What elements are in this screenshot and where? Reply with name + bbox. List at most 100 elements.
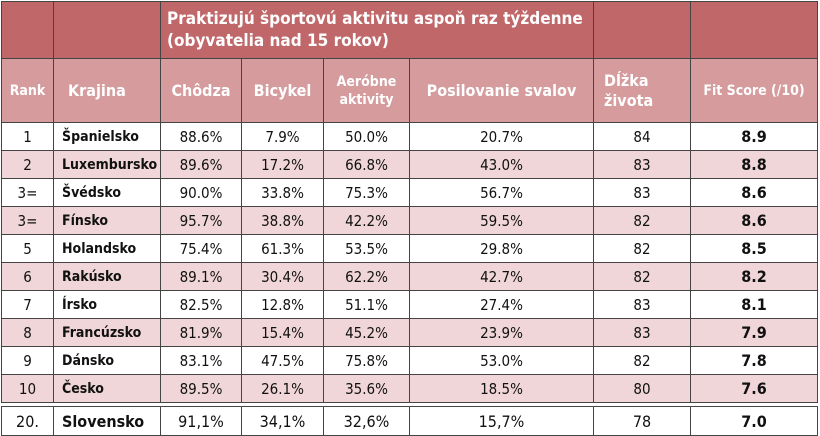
cell-fit-score: 8.9: [690, 122, 818, 151]
cell-fit-score: 8.8: [690, 150, 818, 179]
cell-fit-score: 8.6: [690, 178, 818, 207]
cell-strength: 42.7%: [409, 262, 594, 291]
cell-walking: 90.0%: [160, 178, 242, 207]
cell-aerobic: 62.2%: [323, 262, 410, 291]
cell-life-expectancy: 83: [593, 290, 691, 319]
cell-fit-score: 8.1: [690, 290, 818, 319]
cell-walking: 89.1%: [160, 262, 242, 291]
cell-aerobic: 32,6%: [323, 406, 410, 436]
cell-fit-score: 8.6: [690, 206, 818, 235]
header-walking: Chôdza: [160, 58, 242, 123]
cell-cycling: 38.8%: [241, 206, 324, 235]
cell-strength: 27.4%: [409, 290, 594, 319]
column-header-row: Rank Krajina Chôdza Bicykel Aeróbne akti…: [1, 58, 818, 123]
empty-header: [53, 1, 161, 59]
cell-cycling: 47.5%: [241, 346, 324, 375]
cell-walking: 91,1%: [160, 406, 242, 436]
cell-strength: 53.0%: [409, 346, 594, 375]
cell-aerobic: 53.5%: [323, 234, 410, 263]
cell-walking: 81.9%: [160, 318, 242, 347]
table-row: 8 Francúzsko 81.9% 15.4% 45.2% 23.9% 83 7.9: [1, 318, 818, 347]
cell-rank: 6: [1, 262, 54, 291]
cell-aerobic: 45.2%: [323, 318, 410, 347]
cell-walking: 88.6%: [160, 122, 242, 151]
cell-strength: 15,7%: [409, 406, 594, 436]
cell-strength: 59.5%: [409, 206, 594, 235]
table-row: 10 Česko 89.5% 26.1% 35.6% 18.5% 80 7.6: [1, 374, 818, 403]
cell-walking: 95.7%: [160, 206, 242, 235]
cell-cycling: 12.8%: [241, 290, 324, 319]
cell-fit-score: 8.2: [690, 262, 818, 291]
header-life-expectancy: Dĺžka života: [593, 58, 691, 123]
header-rank: Rank: [1, 58, 54, 123]
cell-aerobic: 50.0%: [323, 122, 410, 151]
cell-life-expectancy: 83: [593, 178, 691, 207]
cell-strength: 20.7%: [409, 122, 594, 151]
table-row: 7 Írsko 82.5% 12.8% 51.1% 27.4% 83 8.1: [1, 290, 818, 319]
cell-country: Česko: [53, 374, 161, 403]
group-header-row: Praktizujú športovú aktivitu aspoň raz t…: [1, 1, 818, 59]
cell-cycling: 61.3%: [241, 234, 324, 263]
cell-fit-score: 7.6: [690, 374, 818, 403]
cell-cycling: 34,1%: [241, 406, 324, 436]
cell-life-expectancy: 82: [593, 262, 691, 291]
cell-life-expectancy: 84: [593, 122, 691, 151]
cell-aerobic: 42.2%: [323, 206, 410, 235]
cell-cycling: 33.8%: [241, 178, 324, 207]
cell-cycling: 17.2%: [241, 150, 324, 179]
cell-aerobic: 66.8%: [323, 150, 410, 179]
cell-strength: 56.7%: [409, 178, 594, 207]
cell-life-expectancy: 80: [593, 374, 691, 403]
cell-fit-score: 7.0: [690, 406, 818, 436]
cell-cycling: 26.1%: [241, 374, 324, 403]
cell-fit-score: 7.8: [690, 346, 818, 375]
cell-life-expectancy: 83: [593, 318, 691, 347]
cell-rank: 20.: [1, 406, 54, 436]
cell-rank: 10: [1, 374, 54, 403]
empty-header: [690, 1, 818, 59]
table-row: 3= Švédsko 90.0% 33.8% 75.3% 56.7% 83 8.6: [1, 178, 818, 207]
cell-cycling: 7.9%: [241, 122, 324, 151]
cell-rank: 8: [1, 318, 54, 347]
cell-rank: 1: [1, 122, 54, 151]
cell-country: Dánsko: [53, 346, 161, 375]
cell-walking: 89.5%: [160, 374, 242, 403]
cell-country: Luxembursko: [53, 150, 161, 179]
cell-country: Slovensko: [53, 406, 161, 436]
header-aerobic: Aeróbne aktivity: [323, 58, 410, 123]
cell-country: Rakúsko: [53, 262, 161, 291]
table-row: 9 Dánsko 83.1% 47.5% 75.8% 53.0% 82 7.8: [1, 346, 818, 375]
cell-walking: 89.6%: [160, 150, 242, 179]
header-cycling: Bicykel: [241, 58, 324, 123]
cell-country: Francúzsko: [53, 318, 161, 347]
header-fit-score: Fit Score (/10): [690, 58, 818, 123]
header-strength: Posilovanie svalov: [409, 58, 594, 123]
cell-rank: 3=: [1, 206, 54, 235]
cell-strength: 23.9%: [409, 318, 594, 347]
cell-country: Holandsko: [53, 234, 161, 263]
cell-rank: 2: [1, 150, 54, 179]
cell-strength: 29.8%: [409, 234, 594, 263]
empty-header: [593, 1, 691, 59]
cell-walking: 82.5%: [160, 290, 242, 319]
cell-rank: 9: [1, 346, 54, 375]
table-row: 20. Slovensko 91,1% 34,1% 32,6% 15,7% 78 7.0: [1, 406, 818, 436]
cell-life-expectancy: 83: [593, 150, 691, 179]
cell-life-expectancy: 78: [593, 406, 691, 436]
cell-fit-score: 8.5: [690, 234, 818, 263]
cell-country: Španielsko: [53, 122, 161, 151]
cell-aerobic: 75.8%: [323, 346, 410, 375]
cell-rank: 3=: [1, 178, 54, 207]
cell-walking: 75.4%: [160, 234, 242, 263]
cell-rank: 5: [1, 234, 54, 263]
cell-strength: 43.0%: [409, 150, 594, 179]
group-title: Praktizujú športovú aktivitu aspoň raz t…: [160, 1, 594, 59]
cell-country: Írsko: [53, 290, 161, 319]
cell-life-expectancy: 82: [593, 234, 691, 263]
table-row: 6 Rakúsko 89.1% 30.4% 62.2% 42.7% 82 8.2: [1, 262, 818, 291]
cell-strength: 18.5%: [409, 374, 594, 403]
cell-aerobic: 51.1%: [323, 290, 410, 319]
cell-cycling: 30.4%: [241, 262, 324, 291]
table-row: 5 Holandsko 75.4% 61.3% 53.5% 29.8% 82 8.5: [1, 234, 818, 263]
